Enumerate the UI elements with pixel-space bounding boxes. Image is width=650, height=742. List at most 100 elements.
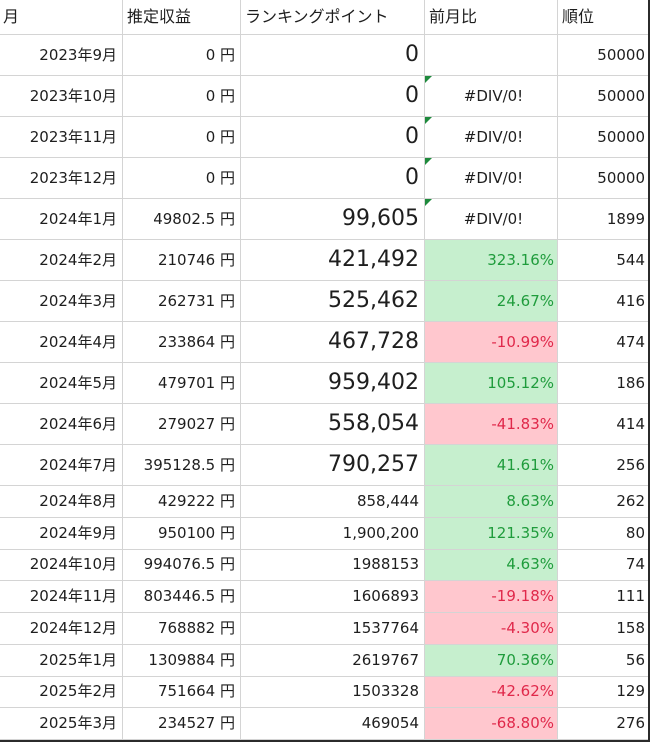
ranking-points-cell[interactable]: 467,728 (241, 322, 425, 362)
revenue-cell[interactable]: 279027 円 (123, 404, 241, 444)
mom-change-cell[interactable]: 105.12% (425, 363, 558, 403)
month-cell[interactable]: 2023年9月 (0, 35, 123, 75)
month-cell[interactable]: 2024年10月 (0, 549, 123, 581)
rank-cell[interactable]: 262 (616, 491, 645, 510)
mom-change-cell[interactable]: #DIV/0! (425, 158, 558, 198)
month-cell[interactable]: 2024年11月 (0, 581, 123, 612)
rank-cell[interactable]: 544 (616, 250, 645, 269)
ranking-points-cell[interactable]: 421,492 (241, 240, 425, 280)
mom-change-cell[interactable]: -19.18% (425, 581, 558, 612)
month-cell[interactable]: 2024年12月 (0, 613, 123, 644)
mom-change-cell[interactable]: #DIV/0! (425, 117, 558, 157)
rank-cell[interactable]: 474 (616, 332, 645, 351)
mom-change-cell[interactable]: 8.63% (425, 486, 558, 517)
mom-change-cell[interactable]: -10.99% (425, 322, 558, 362)
month-cell[interactable]: 2024年9月 (0, 517, 123, 549)
rank-cell[interactable]: 414 (616, 414, 645, 433)
revenue-cell[interactable]: 0 円 (123, 117, 241, 157)
revenue-cell[interactable]: 395128.5 円 (123, 445, 241, 485)
revenue-cell[interactable]: 950100 円 (123, 517, 241, 549)
month-cell[interactable]: 2024年4月 (0, 322, 123, 362)
column-header-ranking-points[interactable]: ランキングポイント (241, 0, 425, 34)
column-header-rank[interactable]: 順位 (562, 7, 595, 26)
mom-change-cell[interactable]: 4.63% (425, 549, 558, 581)
month-cell[interactable]: 2023年11月 (0, 117, 123, 157)
mom-change-cell[interactable]: 121.35% (425, 517, 558, 549)
ranking-points-cell[interactable]: 469054 (241, 708, 425, 739)
month-cell[interactable]: 2024年1月 (0, 199, 123, 239)
ranking-points-cell[interactable]: 1503328 (241, 676, 425, 708)
rank-cell[interactable]: 256 (616, 455, 645, 474)
revenue-cell[interactable]: 429222 円 (123, 486, 241, 517)
ranking-points-cell[interactable]: 1,900,200 (241, 517, 425, 549)
mom-change-cell[interactable]: 323.16% (425, 240, 558, 280)
mom-change-cell[interactable]: -41.83% (425, 404, 558, 444)
ranking-points-cell[interactable]: 1606893 (241, 581, 425, 612)
rank-cell[interactable]: 1899 (606, 209, 645, 228)
revenue-cell[interactable]: 0 円 (123, 35, 241, 75)
month-cell[interactable]: 2023年12月 (0, 158, 123, 198)
ranking-points-cell[interactable]: 0 (241, 158, 425, 198)
ranking-points-cell[interactable]: 959,402 (241, 363, 425, 403)
mom-change-cell[interactable] (425, 35, 558, 75)
revenue-cell[interactable]: 210746 円 (123, 240, 241, 280)
ranking-points-cell[interactable]: 558,054 (241, 404, 425, 444)
ranking-points-cell[interactable]: 1537764 (241, 613, 425, 644)
rank-cell[interactable]: 416 (616, 291, 645, 310)
ranking-points-cell[interactable]: 0 (241, 35, 425, 75)
revenue-cell[interactable]: 751664 円 (123, 676, 241, 708)
revenue-cell[interactable]: 233864 円 (123, 322, 241, 362)
rank-cell[interactable]: 129 (616, 682, 645, 701)
month-cell[interactable]: 2025年2月 (0, 676, 123, 708)
mom-change-cell[interactable]: -42.62% (425, 676, 558, 708)
ranking-points-cell[interactable]: 790,257 (241, 445, 425, 485)
mom-change-cell[interactable]: -68.80% (425, 708, 558, 739)
ranking-points-cell[interactable]: 858,444 (241, 486, 425, 517)
revenue-cell[interactable]: 234527 円 (123, 708, 241, 739)
month-cell[interactable]: 2024年3月 (0, 281, 123, 321)
ranking-points-cell[interactable]: 2619767 (241, 644, 425, 676)
month-cell[interactable]: 2024年8月 (0, 486, 123, 517)
rank-cell[interactable]: 50000 (597, 168, 645, 187)
month-cell[interactable]: 2024年2月 (0, 240, 123, 280)
mom-change-cell[interactable]: -4.30% (425, 613, 558, 644)
revenue-cell[interactable]: 49802.5 円 (123, 199, 241, 239)
rank-cell[interactable]: 74 (625, 555, 645, 574)
ranking-points-cell[interactable]: 1988153 (241, 549, 425, 581)
month-cell[interactable]: 2024年6月 (0, 404, 123, 444)
revenue-cell[interactable]: 262731 円 (123, 281, 241, 321)
column-header-mom-change[interactable]: 前月比 (425, 0, 558, 34)
mom-change-cell[interactable]: 41.61% (425, 445, 558, 485)
ranking-points-cell[interactable]: 0 (241, 117, 425, 157)
revenue-cell[interactable]: 479701 円 (123, 363, 241, 403)
revenue-cell[interactable]: 803446.5 円 (123, 581, 241, 612)
rank-cell[interactable]: 50000 (597, 45, 645, 64)
month-cell[interactable]: 2023年10月 (0, 76, 123, 116)
rank-cell[interactable]: 186 (616, 373, 645, 392)
month-cell[interactable]: 2025年1月 (0, 644, 123, 676)
column-header-month[interactable]: 月 (0, 0, 123, 34)
month-cell[interactable]: 2024年7月 (0, 445, 123, 485)
revenue-cell[interactable]: 768882 円 (123, 613, 241, 644)
mom-change-cell[interactable]: 70.36% (425, 644, 558, 676)
mom-change-cell[interactable]: 24.67% (425, 281, 558, 321)
revenue-cell[interactable]: 1309884 円 (123, 644, 241, 676)
revenue-cell[interactable]: 0 円 (123, 158, 241, 198)
revenue-cell[interactable]: 994076.5 円 (123, 549, 241, 581)
column-header-revenue[interactable]: 推定収益 (123, 0, 241, 34)
ranking-points-cell[interactable]: 525,462 (241, 281, 425, 321)
rank-cell[interactable]: 50000 (597, 86, 645, 105)
rank-cell[interactable]: 80 (625, 523, 645, 542)
rank-cell[interactable]: 158 (616, 618, 645, 637)
rank-cell[interactable]: 111 (616, 587, 645, 606)
month-cell[interactable]: 2024年5月 (0, 363, 123, 403)
rank-cell[interactable]: 56 (625, 650, 645, 669)
rank-cell[interactable]: 276 (616, 714, 645, 733)
ranking-points-cell[interactable]: 99,605 (241, 199, 425, 239)
rank-cell[interactable]: 50000 (597, 127, 645, 146)
mom-change-cell[interactable]: #DIV/0! (425, 199, 558, 239)
revenue-cell[interactable]: 0 円 (123, 76, 241, 116)
ranking-points-cell[interactable]: 0 (241, 76, 425, 116)
mom-change-cell[interactable]: #DIV/0! (425, 76, 558, 116)
month-cell[interactable]: 2025年3月 (0, 708, 123, 739)
